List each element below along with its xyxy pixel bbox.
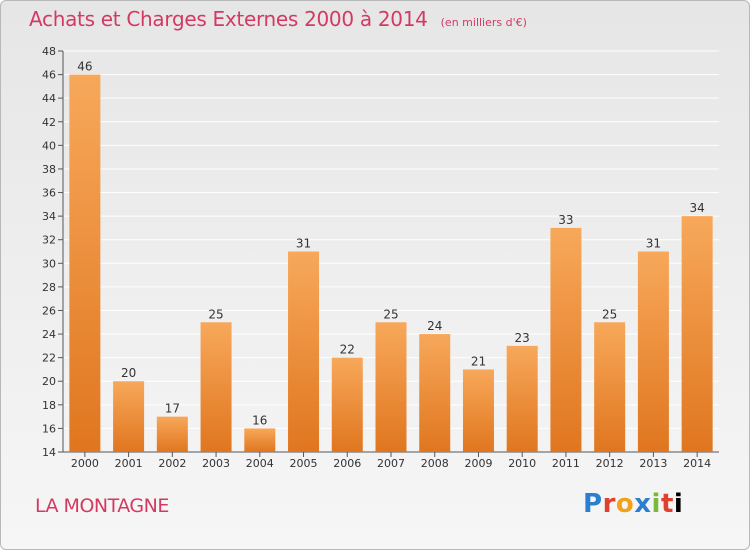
y-tick-label: 32: [42, 234, 56, 247]
x-tick-label-2008: 2008: [421, 457, 449, 470]
x-tick-label-2003: 2003: [202, 457, 230, 470]
bar-2011: [550, 227, 582, 452]
bar-2008: [419, 334, 451, 452]
y-tick-label: 14: [42, 446, 56, 459]
y-tick-label: 34: [42, 210, 56, 223]
y-tick-label: 40: [42, 139, 56, 152]
data-label-2008: 24: [427, 319, 442, 333]
bars: [69, 74, 713, 453]
bar-2002: [156, 416, 188, 452]
data-label-2012: 25: [602, 307, 617, 321]
bar-2010: [506, 345, 538, 452]
bar-2013: [637, 251, 669, 452]
x-tick-label-2002: 2002: [158, 457, 186, 470]
data-label-2001: 20: [121, 366, 136, 380]
x-tick-label-2000: 2000: [71, 457, 99, 470]
x-tick-label-2014: 2014: [683, 457, 711, 470]
x-tick-label-2004: 2004: [246, 457, 274, 470]
bar-2006: [331, 357, 363, 452]
y-tick-label: 28: [42, 281, 56, 294]
proxiti-logo: Proxiti: [583, 489, 684, 519]
data-label-2003: 25: [208, 307, 223, 321]
data-label-2000: 46: [77, 60, 92, 74]
data-label-2005: 31: [296, 237, 311, 251]
y-tick-label: 42: [42, 116, 56, 129]
x-tick-label-2005: 2005: [290, 457, 318, 470]
bar-2000: [69, 74, 101, 453]
x-tick-label-2007: 2007: [377, 457, 405, 470]
x-tick-label-2013: 2013: [639, 457, 667, 470]
bar-2003: [200, 322, 232, 452]
y-tick-label: 30: [42, 257, 56, 270]
bar-2014: [681, 216, 713, 452]
data-label-2004: 16: [252, 413, 267, 427]
y-tick-label: 36: [42, 187, 56, 200]
chart-subtitle: (en milliers d'€): [440, 16, 527, 29]
y-tick-labels: 14 16 18 20 22 24 26 28 30 32 34 36 38 40 42 44 46 48: [42, 45, 56, 459]
place-name: LA MONTAGNE: [35, 495, 169, 517]
y-tick-label: 16: [42, 422, 56, 435]
y-tick-label: 20: [42, 375, 56, 388]
bar-2009: [462, 369, 494, 452]
title-row: Achats et Charges Externes 2000 à 2014 (…: [29, 7, 527, 31]
data-label-2006: 22: [340, 343, 355, 357]
x-tick-label-2011: 2011: [552, 457, 580, 470]
y-tick-label: 38: [42, 163, 56, 176]
data-label-2011: 33: [558, 213, 573, 227]
y-tick-label: 22: [42, 352, 56, 365]
y-tick-label: 46: [42, 69, 56, 82]
x-tick-label-2001: 2001: [115, 457, 143, 470]
x-tick-labels: 2000 2001 2002 2003 2004 2005 2006 2007 2008 2009…: [71, 457, 711, 470]
data-label-2007: 25: [383, 307, 398, 321]
data-label-2009: 21: [471, 354, 486, 368]
x-tick-label-2010: 2010: [508, 457, 536, 470]
y-tick-label: 26: [42, 304, 56, 317]
bar-2004: [244, 428, 276, 452]
data-labels: 46 20 17 25 16 31 22 25 24 21 23 33 25 31 34: [77, 60, 705, 428]
y-tick-label: 44: [42, 92, 56, 105]
data-label-2010: 23: [515, 331, 530, 345]
bar-2007: [375, 322, 407, 452]
y-tick-label: 48: [42, 45, 56, 58]
x-tick-label-2009: 2009: [464, 457, 492, 470]
bar-2001: [113, 381, 145, 452]
chart-title: Achats et Charges Externes 2000 à 2014: [29, 7, 428, 31]
data-label-2002: 17: [165, 402, 180, 416]
x-tick-label-2006: 2006: [333, 457, 361, 470]
y-tick-label: 24: [42, 328, 56, 341]
bar-2012: [594, 322, 626, 452]
data-label-2014: 34: [689, 201, 704, 215]
data-label-2013: 31: [646, 237, 661, 251]
x-tick-label-2012: 2012: [596, 457, 624, 470]
y-tick-label: 18: [42, 399, 56, 412]
bar-2005: [288, 251, 320, 452]
